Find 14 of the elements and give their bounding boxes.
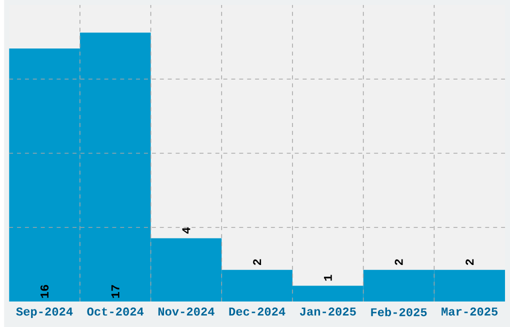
data-label: 1 [324, 274, 332, 281]
data-label: 4 [182, 227, 190, 234]
data-label: 16 [40, 284, 49, 298]
x-tick-label: Mar-2025 [442, 307, 498, 316]
x-tick-label: Dec-2024 [229, 307, 286, 316]
data-label: 2 [253, 259, 262, 265]
data-label: 2 [466, 259, 474, 265]
data-label: 2 [394, 259, 403, 265]
x-tick-label: Jan-2025 [300, 307, 356, 316]
x-tick-label: Nov-2024 [158, 307, 214, 316]
x-tick-label: Feb-2025 [371, 307, 427, 316]
data-label: 17 [111, 284, 120, 298]
x-tick-label: Oct-2024 [87, 307, 144, 316]
x-tick-label: Sep-2024 [16, 307, 73, 318]
